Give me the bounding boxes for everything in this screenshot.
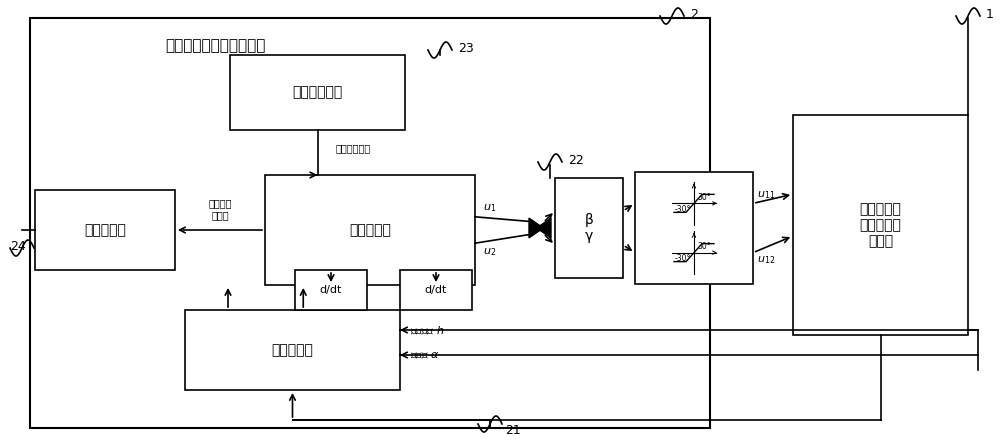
- Text: -30°: -30°: [675, 205, 691, 214]
- Text: β
γ: β γ: [585, 213, 593, 243]
- Text: d/dt: d/dt: [320, 285, 342, 295]
- Text: 反演控制器: 反演控制器: [84, 223, 126, 237]
- Bar: [230, 55, 405, 130]
- Bar: [35, 190, 175, 270]
- Text: 2: 2: [690, 7, 698, 20]
- Text: d/dt: d/dt: [425, 285, 447, 295]
- Bar: [265, 175, 475, 285]
- Text: 22: 22: [568, 153, 584, 167]
- Text: $u_{12}$: $u_{12}$: [757, 254, 775, 266]
- Text: 较佳控制
率参数: 较佳控制 率参数: [208, 198, 232, 220]
- Polygon shape: [529, 218, 543, 238]
- Text: 自适应反演滑模控制装置: 自适应反演滑模控制装置: [165, 38, 265, 53]
- Text: 滑模控制器: 滑模控制器: [349, 223, 391, 237]
- Text: 1: 1: [986, 7, 994, 20]
- Text: 自适应控制律: 自适应控制律: [336, 143, 371, 153]
- Text: $u_2$: $u_2$: [483, 246, 496, 258]
- Text: 21: 21: [505, 423, 521, 437]
- Text: 非线性二元
机翼气动弹
性系统: 非线性二元 机翼气动弹 性系统: [860, 202, 901, 248]
- Text: 30°: 30°: [697, 193, 711, 202]
- Text: $u_1$: $u_1$: [483, 202, 496, 214]
- Bar: [400, 270, 472, 310]
- Text: $u_{11}$: $u_{11}$: [757, 190, 775, 202]
- Bar: [185, 310, 400, 390]
- Bar: [555, 178, 623, 278]
- Text: 系统建模器: 系统建模器: [272, 343, 313, 357]
- Text: 俯仰角 $\alpha$: 俯仰角 $\alpha$: [410, 350, 440, 360]
- Text: 自适应控制器: 自适应控制器: [292, 86, 343, 100]
- Bar: [295, 270, 367, 310]
- Text: -30°: -30°: [675, 254, 691, 263]
- Text: 23: 23: [458, 41, 474, 55]
- Text: 30°: 30°: [697, 242, 711, 251]
- Bar: [30, 18, 710, 428]
- Bar: [635, 172, 753, 284]
- Text: 浮沉位移 $h$: 浮沉位移 $h$: [410, 324, 444, 336]
- Bar: [793, 115, 968, 335]
- Polygon shape: [537, 218, 551, 238]
- Text: 24: 24: [10, 239, 26, 253]
